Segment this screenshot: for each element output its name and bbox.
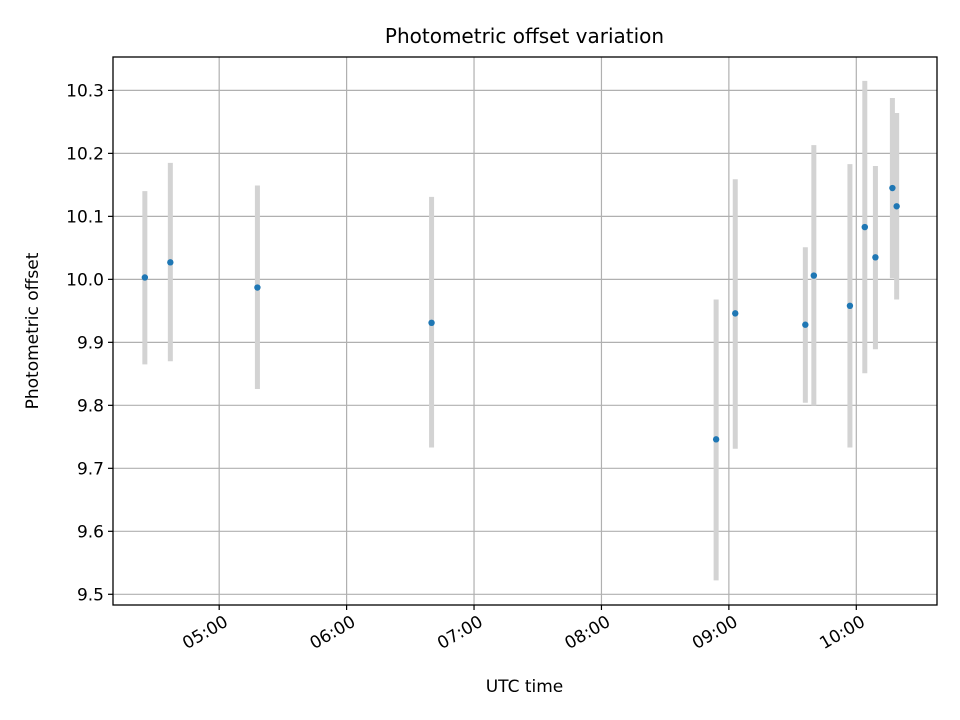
y-tick-label: 9.7 (77, 459, 104, 479)
y-tick-label: 9.9 (77, 333, 104, 353)
data-point (861, 223, 868, 231)
y-tick-label: 10.3 (66, 81, 104, 101)
data-point (802, 321, 809, 328)
y-tick-label: 9.8 (77, 396, 104, 416)
data-point (167, 259, 174, 266)
data-point (872, 254, 879, 261)
y-axis-ticks: 9.5 9.6 9.7 9.8 9.9 10.0 10.1 10.2 10.3 (66, 81, 113, 605)
chart-title: Photometric offset variation (385, 24, 664, 48)
data-point (810, 272, 818, 279)
y-axis-label: Photometric offset (23, 252, 43, 409)
data-point (846, 302, 854, 310)
data-point (893, 203, 900, 210)
data-point (254, 284, 261, 291)
y-tick-label: 9.5 (77, 585, 104, 605)
y-tick-label: 9.6 (77, 522, 104, 542)
data-point (732, 310, 739, 317)
data-point (712, 436, 720, 443)
y-tick-label: 10.2 (66, 144, 104, 164)
data-point (141, 274, 149, 281)
plot-frame (112, 56, 938, 606)
y-tick-label: 10.1 (66, 207, 104, 227)
data-points (141, 184, 900, 443)
grid-lines (113, 57, 937, 605)
data-point (889, 184, 896, 192)
x-axis-label: UTC time (486, 677, 564, 697)
data-point (428, 319, 435, 327)
y-tick-label: 10.0 (66, 270, 104, 290)
